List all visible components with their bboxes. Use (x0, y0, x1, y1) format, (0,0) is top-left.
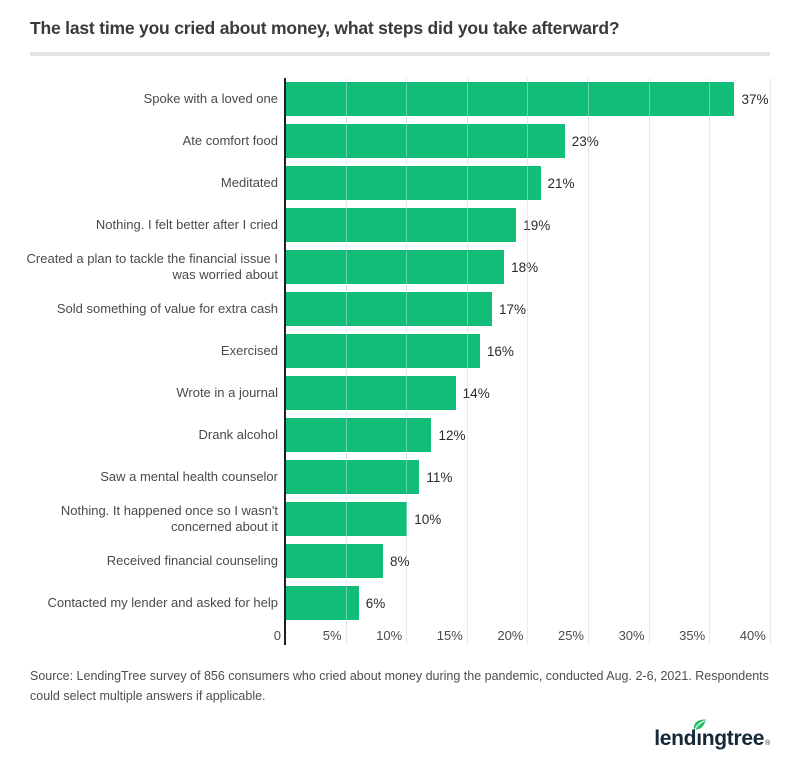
category-label: Created a plan to tackle the financial i… (26, 250, 278, 282)
x-tick-label: 10% (376, 628, 403, 643)
chart-title: The last time you cried about money, wha… (30, 18, 620, 38)
category-label: Sold something of value for extra cash (56, 300, 278, 316)
bar-row: Saw a mental health counselor 11% (0, 456, 800, 498)
bar-value-label: 8% (389, 553, 410, 569)
bar (286, 418, 432, 452)
bar-row: Sold something of value for extra cash 17… (0, 288, 800, 330)
bar-value-label: 17% (499, 301, 527, 317)
bar (286, 544, 383, 578)
bar-value-label: 37% (741, 91, 769, 107)
gridline-overlay (466, 78, 468, 645)
bar (286, 208, 517, 242)
category-label: Drank alcohol (198, 426, 279, 442)
category-label: Nothing. It happened once so I wasn't co… (60, 502, 278, 534)
header-divider (30, 52, 770, 56)
category-label: Meditated (220, 174, 278, 190)
chart-header: The last time you cried about money, wha… (0, 17, 800, 56)
gridline (769, 78, 771, 645)
bar (286, 460, 420, 494)
bar-row: Ate comfort food 23% (0, 120, 800, 162)
gridline (527, 78, 529, 645)
gridline-overlay (769, 78, 771, 645)
bar-value-label: 10% (414, 511, 442, 527)
category-label: Exercised (220, 342, 278, 358)
bar-row: Wrote in a journal 14% (0, 372, 800, 414)
bar-row: Drank alcohol 12% (0, 414, 800, 456)
x-tick-label: 30% (618, 628, 645, 643)
category-label: Nothing. I felt better after I cried (95, 216, 278, 232)
bar-value-label: 11% (426, 469, 453, 485)
x-tick-label: 40% (739, 628, 766, 643)
gridline-overlay (709, 78, 711, 645)
lendingtree-logo: lend ı ngtree ® (654, 716, 770, 749)
bar-value-label: 14% (462, 385, 490, 401)
bar (286, 502, 408, 536)
bar-row: Contacted my lender and asked for help 6% (0, 582, 800, 624)
bar-row: Spoke with a loved one 37% (0, 78, 800, 120)
bar-value-label: 23% (571, 133, 599, 149)
x-tick-label: 35% (679, 628, 706, 643)
x-tick-label: 0 (273, 628, 281, 643)
x-tick-label: 15% (436, 628, 463, 643)
gridline-overlay (588, 78, 589, 645)
bar (286, 334, 480, 368)
bar-row: Meditated 21% (0, 162, 800, 204)
registered-trademark: ® (765, 739, 770, 747)
bar (286, 586, 359, 620)
bar-value-label: 18% (511, 259, 539, 275)
logo-row: lend ı ngtree ® (30, 716, 770, 749)
chart-footer: Source: LendingTree survey of 856 consum… (0, 666, 800, 749)
x-tick-label: 25% (557, 628, 584, 643)
bar-value-label: 6% (365, 595, 386, 611)
bar (286, 292, 493, 326)
x-tick-label: 20% (497, 628, 524, 643)
bar (286, 166, 541, 200)
bar-row: Nothing. I felt better after I cried 19% (0, 204, 800, 246)
bar-row: Nothing. It happened once so I wasn't co… (0, 498, 800, 540)
gridline (648, 78, 650, 645)
gridline-overlay (527, 78, 529, 645)
bar-value-label: 21% (547, 175, 575, 191)
category-label: Ate comfort food (182, 132, 278, 148)
bar-row: Received financial counseling 8% (0, 540, 800, 582)
bar (286, 124, 565, 158)
x-tick-label: 5% (322, 628, 342, 643)
bar-chart: Spoke with a loved one 37% Ate comfort foo… (0, 78, 800, 653)
source-note: Source: LendingTree survey of 856 consum… (30, 669, 769, 704)
category-label: Received financial counseling (106, 552, 278, 568)
category-label: Saw a mental health counselor (100, 468, 278, 484)
gridline (588, 78, 589, 645)
bar-value-label: 16% (486, 343, 514, 359)
bar (286, 250, 505, 284)
bar-row: Exercised 16% (0, 330, 800, 372)
gridline-overlay (345, 78, 347, 645)
category-label: Wrote in a journal (176, 384, 278, 400)
category-label: Spoke with a loved one (143, 90, 278, 106)
bar-rows: Spoke with a loved one 37% Ate comfort foo… (0, 78, 800, 624)
logo-text-i: ı (694, 718, 706, 749)
gridline (709, 78, 711, 645)
bar (286, 376, 456, 410)
gridline-overlay (648, 78, 650, 645)
bar-row: Created a plan to tackle the financial i… (0, 246, 800, 288)
logo-text: ngtree (701, 726, 765, 750)
category-label: Contacted my lender and asked for help (47, 594, 278, 610)
bar-value-label: 12% (438, 427, 466, 443)
logo-text: lend (654, 726, 697, 750)
bar (286, 82, 735, 116)
y-axis-line (284, 78, 286, 645)
leaf-icon (694, 718, 706, 730)
bar-value-label: 19% (523, 217, 551, 233)
gridline-overlay (406, 78, 408, 645)
